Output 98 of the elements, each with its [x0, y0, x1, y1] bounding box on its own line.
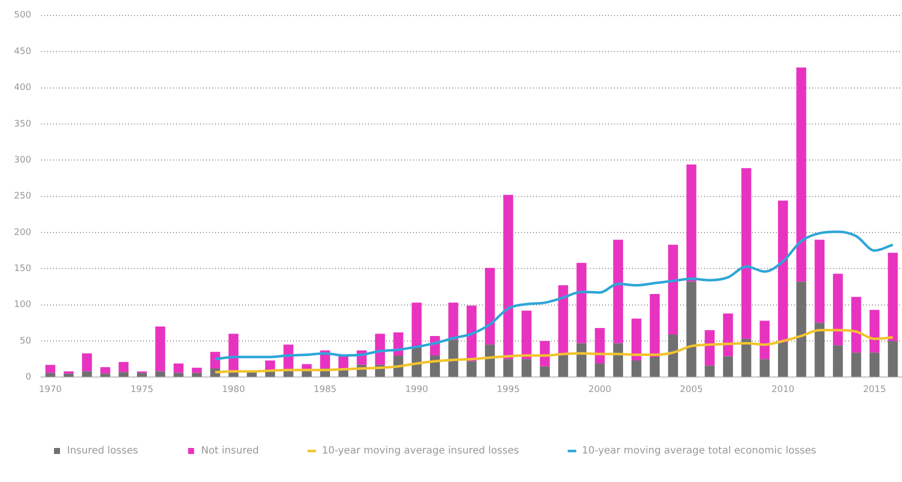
y-tick-label: 500: [14, 10, 32, 21]
y-tick-label: 300: [14, 155, 32, 166]
bar: [631, 360, 642, 377]
bar: [192, 368, 202, 373]
bar: [45, 372, 56, 377]
bar: [668, 334, 678, 377]
y-tick-label: 450: [14, 46, 32, 57]
bar: [576, 262, 586, 344]
bar: [796, 68, 806, 282]
bar: [650, 356, 660, 377]
x-tick-label: 1970: [38, 384, 62, 395]
bar: [155, 326, 166, 372]
x-tick-label: 1995: [496, 384, 520, 395]
bar: [466, 361, 477, 377]
bar: [888, 341, 898, 377]
bar: [155, 371, 166, 377]
bar: [760, 359, 770, 377]
bar: [484, 344, 495, 377]
bar: [760, 320, 770, 360]
bar: [814, 240, 825, 323]
bar: [686, 164, 696, 282]
bar: [448, 302, 458, 340]
bar: [466, 306, 477, 362]
bar: [192, 372, 202, 377]
line-series: [214, 328, 894, 374]
bar: [650, 294, 660, 357]
bar: [631, 318, 642, 361]
bar: [503, 194, 514, 360]
bar: [136, 372, 147, 377]
bar: [851, 296, 862, 353]
y-tick-label: 200: [14, 228, 32, 238]
x-tick-label: 2005: [680, 384, 703, 395]
bar: [522, 359, 532, 377]
bar: [522, 310, 532, 360]
bar: [540, 341, 550, 366]
x-tick-label: 2015: [863, 384, 886, 395]
legend-label: Not insured: [201, 446, 259, 457]
bar: [412, 302, 422, 348]
legend-label: 10-year moving average total economic losses: [582, 446, 816, 457]
bar: [704, 366, 715, 377]
y-tick-label: 150: [14, 264, 32, 274]
y-tick-label: 350: [14, 119, 32, 130]
bar: [118, 372, 129, 377]
bar: [668, 244, 678, 335]
bar: [558, 285, 568, 356]
bar: [64, 371, 74, 374]
bar: [375, 334, 385, 365]
bar: [778, 342, 788, 377]
bar: [503, 359, 514, 377]
bar: [778, 200, 788, 342]
bar: [540, 366, 550, 377]
bar: [613, 343, 624, 377]
bar: [100, 367, 110, 374]
y-tick-label: 50: [20, 336, 32, 346]
bar: [741, 338, 752, 377]
bar: [100, 374, 110, 377]
bar: [723, 314, 733, 356]
x-tick-label: 2010: [771, 384, 795, 395]
y-tick-label: 250: [14, 192, 32, 202]
bar: [210, 352, 220, 369]
bar: [870, 310, 880, 353]
bar: [118, 362, 129, 372]
y-tick-label: 0: [25, 372, 32, 383]
bar: [174, 372, 184, 377]
legend-label: 10-year moving average insured losses: [322, 446, 519, 457]
bar: [888, 252, 898, 342]
bar: [45, 364, 56, 373]
bar: [723, 356, 733, 377]
bar: [576, 343, 586, 377]
x-tick-label: 1980: [222, 384, 246, 395]
bar: [64, 374, 74, 377]
bar: [796, 282, 806, 377]
bar: [814, 322, 825, 377]
x-tick-label: 1985: [314, 384, 337, 395]
x-tick-label: 1975: [130, 384, 154, 395]
x-tick-label: 2000: [588, 384, 612, 395]
bar: [484, 268, 495, 345]
legend-label: Insured losses: [67, 446, 138, 457]
bar: [338, 370, 348, 377]
bar: [393, 332, 404, 356]
line-series: [214, 230, 894, 360]
y-tick-label: 100: [14, 300, 32, 310]
bar: [228, 334, 238, 372]
bar: [174, 363, 184, 373]
bar: [832, 345, 843, 377]
bar: [82, 371, 92, 377]
bar: [870, 352, 880, 377]
bar: [741, 168, 752, 339]
bar: [82, 353, 92, 372]
y-tick-label: 400: [14, 83, 32, 94]
bar: [613, 240, 624, 344]
bar: [704, 330, 715, 366]
x-tick-label: 1990: [405, 384, 428, 395]
bar: [594, 363, 605, 377]
bar: [686, 282, 696, 377]
bar: [851, 352, 862, 377]
bar: [558, 355, 568, 377]
bar: [832, 274, 843, 346]
